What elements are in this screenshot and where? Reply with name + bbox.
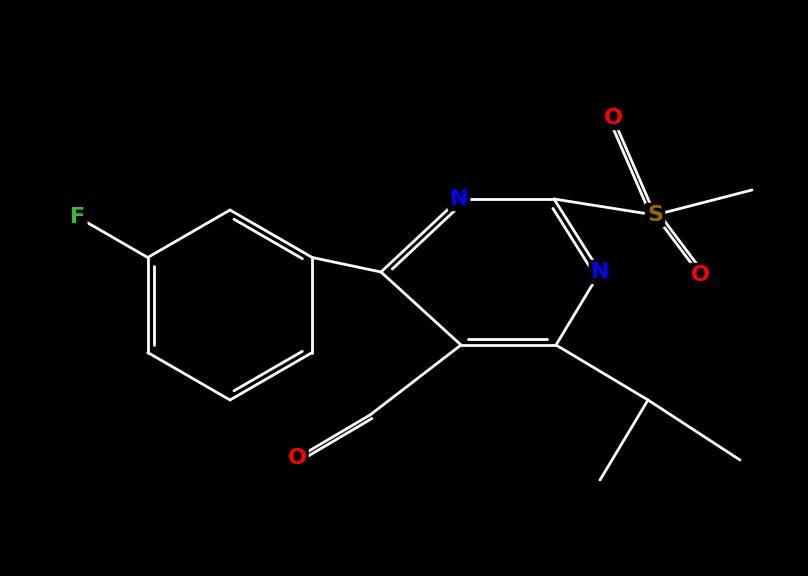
Text: O: O: [604, 108, 622, 128]
Text: O: O: [691, 265, 709, 285]
Text: S: S: [647, 205, 663, 225]
Text: N: N: [450, 189, 469, 209]
Text: O: O: [288, 448, 306, 468]
Text: N: N: [591, 262, 609, 282]
Text: F: F: [70, 207, 86, 227]
